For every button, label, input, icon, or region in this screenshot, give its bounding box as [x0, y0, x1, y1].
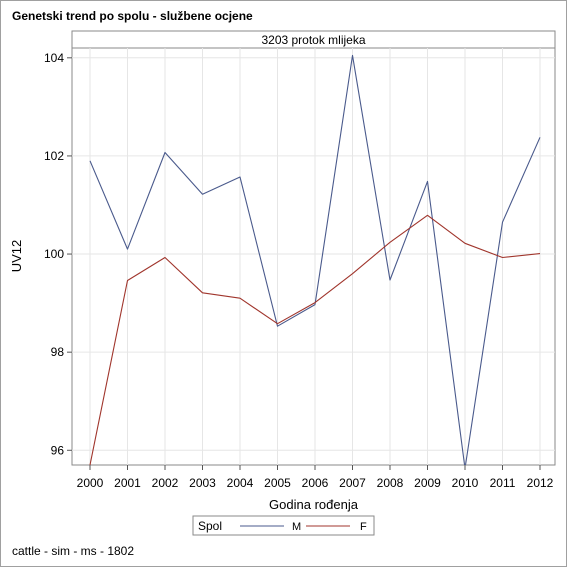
chart-title: Genetski trend po spolu - službene ocjen…	[12, 9, 253, 23]
y-axis: 96 98 100 102 104	[44, 51, 72, 457]
x-tick-label: 2012	[527, 476, 554, 490]
plot-area	[71, 47, 556, 466]
footnote: cattle - sim - ms - 1802	[12, 544, 135, 558]
x-tick-label: 2007	[339, 476, 366, 490]
x-tick-label: 2004	[227, 476, 254, 490]
y-tick-label: 96	[51, 443, 65, 457]
x-tick-label: 2005	[264, 476, 291, 490]
x-tick-label: 2006	[302, 476, 329, 490]
series-line-m	[89, 54, 541, 465]
x-axis-label: Godina rođenja	[269, 497, 359, 512]
y-tick-label: 98	[51, 345, 65, 359]
x-tick-label: 2002	[152, 476, 179, 490]
x-tick-label: 2003	[189, 476, 216, 490]
y-axis-label: UV12	[9, 240, 24, 273]
legend-title: Spol	[198, 519, 222, 533]
x-tick-label: 2001	[114, 476, 141, 490]
legend-label-f: F	[360, 521, 367, 533]
legend-label-m: M	[292, 521, 301, 533]
x-tick-label: 2000	[77, 476, 104, 490]
x-tick-label: 2011	[490, 476, 516, 490]
series-line-f	[89, 214, 541, 465]
gridlines	[72, 48, 555, 465]
legend: Spol M F	[192, 515, 375, 536]
x-axis: 2000 2001 2002 2003 2004 2005 2006 2007 2008 2009…	[77, 465, 554, 490]
y-tick-label: 104	[44, 51, 64, 65]
x-tick-label: 2008	[377, 476, 404, 490]
x-tick-label: 2010	[452, 476, 479, 490]
panel-header-label: 3203 protok mlijeka	[261, 33, 365, 47]
y-tick-label: 102	[44, 149, 64, 163]
y-tick-label: 100	[44, 247, 64, 261]
x-tick-label: 2009	[414, 476, 441, 490]
series-lines	[89, 54, 541, 465]
